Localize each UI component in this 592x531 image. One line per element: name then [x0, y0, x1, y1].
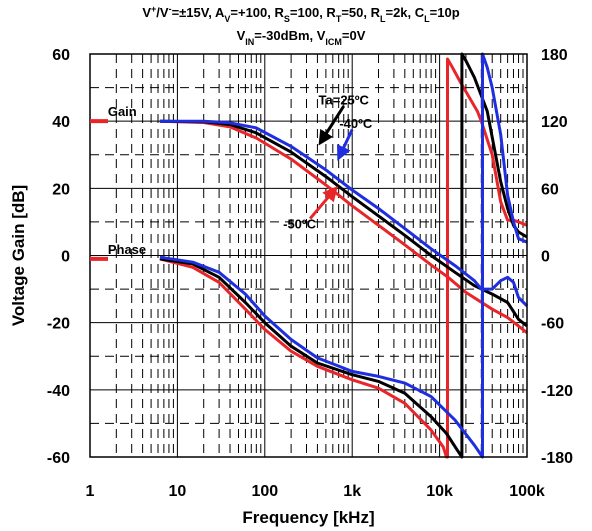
tick-labels: 1 10 100 1k 10k 100k 60 40 20 0 -20 -40 -60 180 120 60 0…	[47, 47, 573, 500]
x-tick-label: 100	[251, 483, 278, 500]
x-tick-label: 10k	[426, 483, 453, 500]
x-tick-label: 1k	[343, 483, 361, 500]
annotation-arrows	[308, 105, 354, 220]
label-minus-50c: -50ºC	[283, 217, 317, 232]
x-tick-label: 100k	[509, 483, 545, 500]
series-blue-gain-line	[159, 119, 529, 307]
label-phase: Phase	[108, 242, 146, 257]
x-tick-label: 10	[169, 483, 187, 500]
annotation-arrow	[337, 128, 354, 161]
plot-frame	[89, 53, 528, 458]
series-black-gain-line	[159, 119, 528, 328]
series-blue-phase-line	[159, 52, 528, 459]
y2-tick-label: 120	[541, 114, 568, 131]
y2-tick-label: -180	[541, 450, 573, 467]
y-tick-label: -60	[47, 450, 70, 467]
annotation-arrow	[318, 105, 345, 146]
chart-title-line: VIN=-30dBm, VICM=0V	[237, 28, 366, 47]
series-lines	[159, 52, 529, 459]
chart-title: V+/V-=±15V, AV=+100, RS=100, RT=50, RL=2…	[142, 4, 459, 47]
y-axis-title: Voltage Gain [dB]	[9, 185, 28, 326]
y2-tick-label: -60	[541, 316, 564, 333]
x-tick-label: 1	[86, 483, 95, 500]
y-tick-label: -40	[47, 383, 70, 400]
y-tick-label: -20	[47, 316, 70, 333]
chart-title-line: V+/V-=±15V, AV=+100, RS=100, RT=50, RL=2…	[142, 4, 459, 24]
y2-tick-label: -120	[541, 383, 573, 400]
label-ta-25c: Ta=25ºC	[319, 92, 370, 107]
y-tick-label: 20	[52, 181, 70, 198]
y-tick-label: 0	[61, 249, 70, 266]
annotations: Ta=25ºC -40ºC -50ºC Gain Phase	[90, 92, 373, 261]
y2-tick-label: 0	[541, 249, 550, 266]
y-tick-label: 60	[52, 47, 70, 64]
y2-tick-label: 180	[541, 47, 568, 64]
series-black	[159, 52, 528, 459]
annotation-arrow	[308, 186, 338, 220]
series-blue	[159, 52, 529, 459]
label-gain: Gain	[108, 104, 137, 119]
label-minus-40c: -40ºC	[339, 116, 373, 131]
y2-tick-label: 60	[541, 181, 559, 198]
x-axis-title: Frequency [kHz]	[242, 508, 374, 527]
series-black-phase-line	[159, 52, 528, 459]
y-tick-label: 40	[52, 114, 70, 131]
